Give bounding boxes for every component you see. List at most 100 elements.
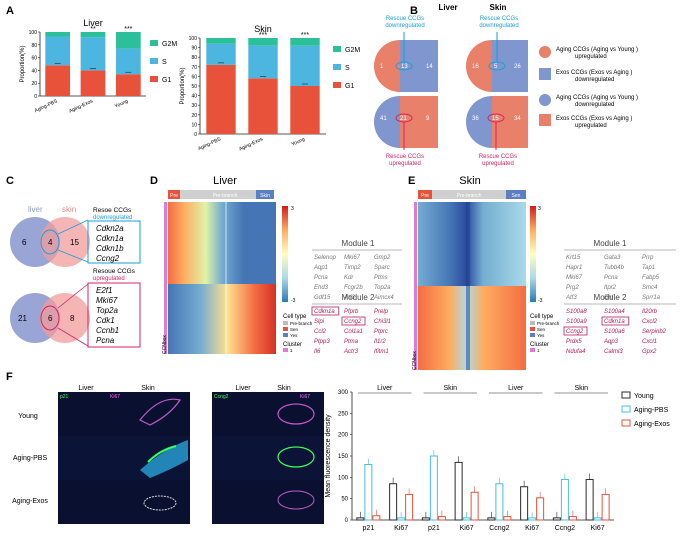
f-tissue-label: Liver <box>377 385 393 392</box>
c-skin-label: skin <box>62 205 76 214</box>
gene-highlight-box <box>601 316 630 326</box>
d-ct-swatch-1 <box>283 321 288 325</box>
d-bar-mid <box>180 190 256 199</box>
gene-label: Tap1 <box>642 265 655 271</box>
f-img-l-skin-exos <box>128 480 190 524</box>
f-tissue-label: Liver <box>508 385 524 392</box>
gene-label: Cdkn1a <box>314 309 335 315</box>
a-bar-g2m <box>115 32 141 49</box>
b-venn-skin-top-rect <box>492 40 528 92</box>
e-ct-item-3: Yes <box>537 333 545 338</box>
b-venn-liver-top-half <box>374 40 400 92</box>
a-bar-g2m <box>206 38 236 44</box>
f-bar <box>397 517 406 521</box>
f-marker-label: Ccng2 <box>555 525 575 532</box>
f-legend-label: Aging-Exos <box>634 421 670 428</box>
c-down-gene-4: Ccng2 <box>96 254 120 263</box>
a-category: Aging-Exos <box>68 98 94 114</box>
c-down-title: Resoe CCGs <box>93 207 132 214</box>
a-category: Young <box>291 136 306 147</box>
e-bar-end-label: Sen <box>512 193 521 199</box>
a-legend-swatch <box>333 64 341 70</box>
gene-label: Tubb4b <box>604 265 625 271</box>
c-down-gene-2: Cdkn1a <box>96 234 124 243</box>
a-legend-label: S <box>345 65 350 72</box>
c-up-title: Resoue CCGs <box>93 268 136 275</box>
a-ytick-label: 100 <box>29 30 38 36</box>
d-cl-swatch-1 <box>283 348 288 352</box>
d-ct-item-3: Yes <box>290 333 298 338</box>
d-cl-item-1: 1 <box>290 348 293 353</box>
f-legend-swatch <box>621 419 631 427</box>
e-module1-genes: Krt15 Gata3 Prrp Hapr1 Tubb4b Tap1 Mki67 Pcna Fa… <box>565 255 661 301</box>
f-r-young-skin-structure <box>277 403 315 425</box>
f-bar <box>437 516 446 521</box>
gene-label: S100a4 <box>604 309 625 315</box>
c-up-sub: upregulated <box>93 276 125 282</box>
d-cluster-label: Cluster <box>283 342 302 348</box>
f-marker-label: Ccng2 <box>489 525 509 532</box>
gene-label: Prelp <box>374 309 389 315</box>
b-legend-3b: downregulated <box>575 102 614 108</box>
f-left-marker-1: p21 <box>60 394 69 400</box>
gene-label: Serpinb2 <box>642 329 667 335</box>
gene-label: Cxcl2 <box>642 319 658 325</box>
f-bar <box>470 491 479 521</box>
f-ytick-label: 100 <box>338 475 349 481</box>
a-bar-g1 <box>206 64 236 134</box>
gene-label: Gdf15 <box>314 295 331 301</box>
a-bar-g1 <box>45 65 71 96</box>
d-ct-item-1: Pre-branch <box>290 321 313 326</box>
f-bar <box>405 493 414 521</box>
a-bar-g1 <box>80 70 106 96</box>
f-marker-label: Ki67 <box>394 525 408 532</box>
e-heatmap-module1 <box>418 202 526 286</box>
e-bar-mid-label: Pre-branch <box>457 193 482 199</box>
d-cbar-min: -3 <box>291 298 296 304</box>
c-connector-bot-2 <box>57 327 89 347</box>
a-legend-label: G1 <box>162 77 171 84</box>
d-ct-swatch-2 <box>283 327 288 331</box>
e-module2-title: Module 2 <box>594 293 627 302</box>
b-legend-4b: upregulated <box>575 123 607 129</box>
b-rescue-down-skin-2: downregulated <box>479 23 518 29</box>
gene-label: Ptpp3 <box>314 339 330 345</box>
d-celltype-label: Cell type <box>283 314 307 320</box>
e-bar-mid <box>432 190 506 199</box>
d-bar-mid-label: Pre-branch <box>213 193 238 199</box>
f-right-marker-2: Ki67 <box>300 394 310 400</box>
gene-label: Sparc <box>374 265 390 271</box>
a-bar-s <box>115 48 141 75</box>
c-up-gene-5: Ccnb1 <box>96 326 119 335</box>
c-connector-top <box>57 219 89 235</box>
f-bar <box>536 497 545 521</box>
gene-label: Chi3l1 <box>374 319 391 325</box>
gene-label: Ccng2 <box>566 329 584 335</box>
f-bar <box>560 478 569 521</box>
gene-label: Ccng2 <box>344 319 362 325</box>
gene-label: Aqp3 <box>603 339 619 345</box>
b-legend-swatch-2 <box>539 68 551 80</box>
gene-highlight-box <box>341 316 366 326</box>
f-ytick-label: 50 <box>341 497 348 503</box>
e-ct-item-1: Pre-branch <box>537 321 560 326</box>
gene-label: Il20rb <box>642 309 658 315</box>
gene-label: Col1a1 <box>344 329 363 335</box>
f-bar <box>593 517 602 521</box>
gene-label: Gmp2 <box>374 255 391 261</box>
f-legend-swatch <box>621 405 631 413</box>
f-bar <box>429 455 438 521</box>
d-module2-genes: Cdkn1a Pfprb Prelp Slpi Ccng2 Chi3l1 Ccl2 Col1a… <box>311 306 391 355</box>
b-n-skin-bot-3: 34 <box>514 116 521 122</box>
d-module1-genes: Selenop Mki67 Gmp2 Aqp1 Timp2 Sparc Pcna Kdr Ptm… <box>313 255 394 301</box>
f-marker-label: Ki67 <box>525 525 539 532</box>
b-n-skin-top-1: 16 <box>472 64 479 70</box>
a-bar-s <box>45 36 71 66</box>
f-tissue-label: Skin <box>443 385 457 392</box>
b-venn-liver-bot-half <box>374 96 400 148</box>
gene-label: Gpx2 <box>642 349 657 355</box>
gene-label: Ndufa4 <box>566 349 586 355</box>
c-bot-n3: 8 <box>70 314 75 323</box>
a-ytick-label: 80 <box>31 43 37 49</box>
